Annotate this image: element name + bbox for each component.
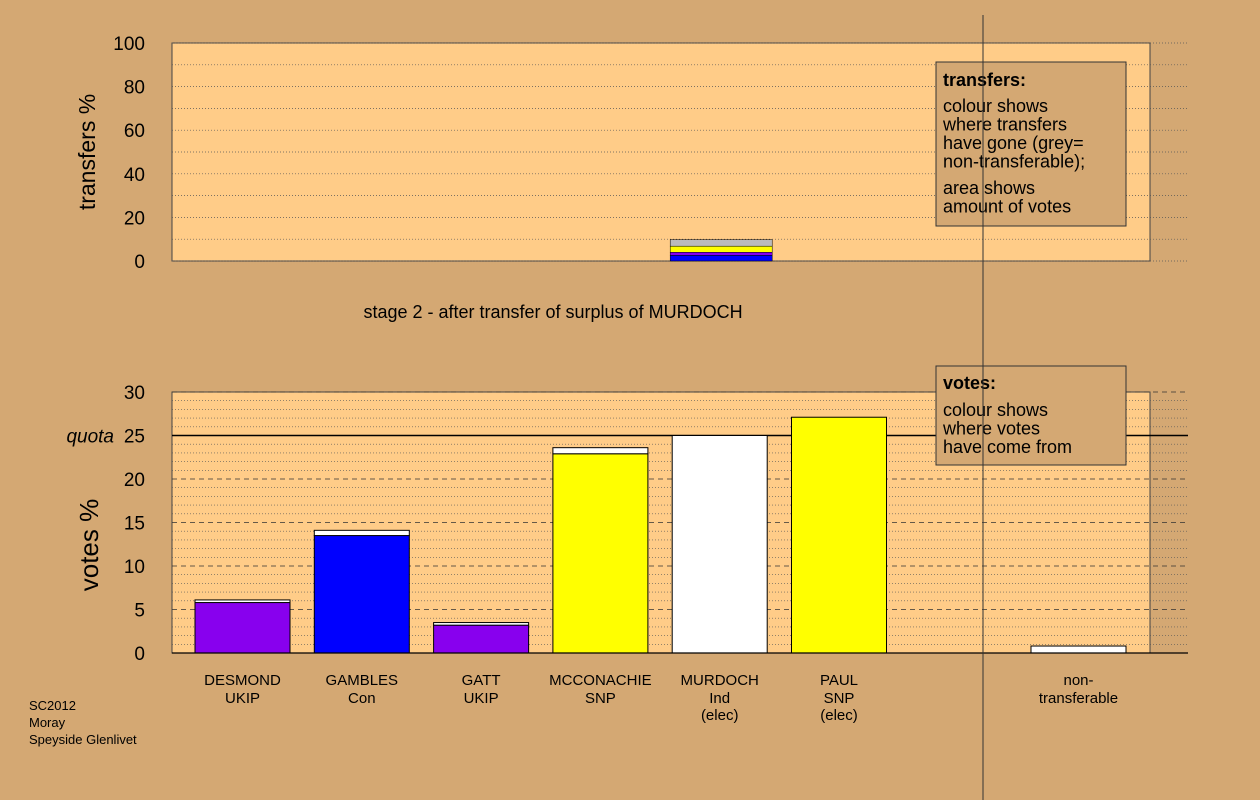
quota-label: quota [66,427,114,448]
transfers-legend-line: area shows [943,178,1035,198]
candidate-party: UKIP [225,690,260,707]
vote-bar-base [552,453,649,654]
vote-bar-base [671,435,768,654]
vote-bar-base [194,602,291,654]
transfers-tick-label: 80 [124,78,145,99]
votes-tick-label: 0 [134,644,145,665]
candidate-name: MCCONACHIE [549,672,652,689]
non-transferable-label-line1: non- [1063,672,1093,689]
candidate-party: Con [348,690,376,707]
transfers-tick-label: 100 [113,34,145,55]
candidate-party: Ind [709,690,730,707]
candidate-party: SNP [585,690,616,707]
votes-legend-line: colour shows [943,400,1048,420]
transfers-legend-line: where transfers [942,115,1067,135]
votes-legend-line: where votes [942,419,1040,439]
transfers-tick-label: 40 [124,165,145,186]
vote-bar-transfer [194,599,291,604]
vote-bar-transfer [433,622,530,626]
votes-tick-label: 15 [124,514,145,535]
non-transferable-bar [1030,645,1127,654]
footer: SC2012 Moray Speyside Glenlivet [29,697,137,748]
vote-bar-base [433,624,530,654]
candidate-status: (elec) [701,707,739,724]
transfers-legend-line: have gone (grey= [943,133,1084,153]
candidate-name: DESMOND [204,672,281,689]
votes-axis-label: votes % [74,499,104,592]
footer-council: Moray [29,715,66,730]
transfer-segment [669,252,773,256]
candidate-name: GAMBLES [326,672,399,689]
non-transferable-label-line2: transferable [1039,690,1118,707]
candidate-status: (elec) [820,707,858,724]
vote-bar-base [791,416,887,654]
votes-tick-label: 30 [124,383,145,404]
transfers-legend-title: transfers: [943,70,1026,90]
transfers-legend-line: colour shows [943,96,1048,116]
transfer-segment [669,245,773,253]
transfers-legend-line: non-transferable); [943,152,1085,172]
transfers-legend-line: amount of votes [943,197,1071,217]
footer-election: SC2012 [29,698,76,713]
vote-bar-transfer [552,447,649,455]
transfers-tick-label: 0 [134,252,145,273]
votes-tick-label: 10 [124,557,145,578]
vote-bar-base [313,535,410,654]
votes-legend-title: votes: [943,373,996,393]
votes-legend-box [935,365,1127,466]
transfers-legend-box [935,61,1127,227]
stage-caption: stage 2 - after transfer of surplus of M… [363,302,742,322]
candidate-name: MURDOCH [681,672,759,689]
vote-bar-transfer [313,529,410,537]
transfer-segment [669,255,773,262]
footer-ward: Speyside Glenlivet [29,732,137,747]
votes-tick-label: 5 [134,601,145,622]
candidate-party: SNP [824,690,855,707]
votes-legend-line: have come from [943,437,1072,457]
transfer-segment [669,239,773,247]
votes-tick-label: 25 [124,427,145,448]
candidate-name: PAUL [820,672,858,689]
transfers-axis-label: transfers % [74,94,100,210]
candidate-party: UKIP [464,690,499,707]
candidate-name: GATT [462,672,501,689]
transfers-tick-label: 60 [124,121,145,142]
votes-tick-label: 20 [124,470,145,491]
transfers-tick-label: 20 [124,208,145,229]
